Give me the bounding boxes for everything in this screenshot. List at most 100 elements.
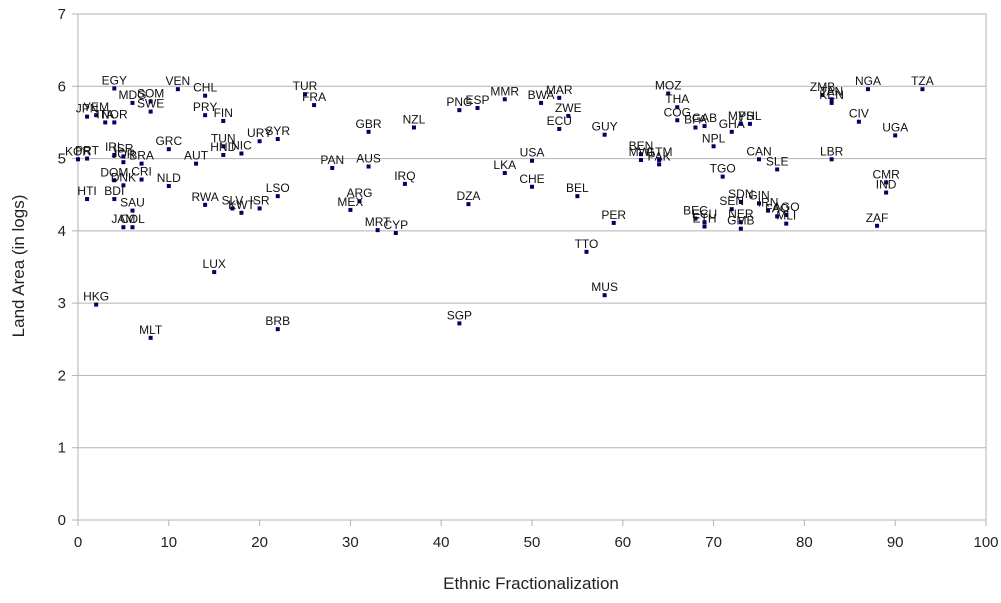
data-point xyxy=(711,144,716,149)
data-point xyxy=(539,100,544,105)
data-point xyxy=(411,125,416,130)
data-point-label: CRI xyxy=(131,165,152,179)
data-point xyxy=(884,180,889,185)
y-axis-title: Land Area (in logs) xyxy=(9,195,28,338)
data-point-label: GRC xyxy=(155,134,182,148)
data-point xyxy=(738,220,743,225)
data-point xyxy=(239,151,244,156)
data-point xyxy=(602,293,607,298)
data-point-label: TAN xyxy=(820,84,843,98)
data-point xyxy=(166,147,171,152)
data-point xyxy=(775,214,780,219)
data-point xyxy=(194,161,199,166)
data-point-label: ECU xyxy=(547,114,572,128)
data-point xyxy=(239,210,244,215)
data-point-label: ESP xyxy=(466,93,490,107)
data-point xyxy=(893,133,898,138)
x-tick-label: 0 xyxy=(74,534,82,551)
data-point xyxy=(112,197,117,202)
data-point-label: MMR xyxy=(490,84,519,98)
data-point-label: PHL xyxy=(738,109,762,123)
data-point-label: HND xyxy=(210,140,236,154)
data-point xyxy=(312,103,317,108)
data-point-label: CIV xyxy=(849,107,869,121)
data-point xyxy=(738,121,743,126)
data-point-label: ZMB xyxy=(810,80,835,94)
data-point xyxy=(212,270,217,275)
data-point-label: PRT xyxy=(75,144,99,158)
data-point xyxy=(657,162,662,167)
data-point xyxy=(121,154,126,159)
data-point-label: KOR xyxy=(65,144,91,158)
data-point xyxy=(702,224,707,229)
data-point-label: BEN xyxy=(629,139,654,153)
x-tick-label: 100 xyxy=(973,534,998,551)
data-point-label: HTI xyxy=(77,184,96,198)
data-point-label: BFA xyxy=(684,112,707,126)
data-point-label: FRA xyxy=(302,90,326,104)
data-point xyxy=(675,105,680,110)
data-point xyxy=(729,207,734,212)
data-point xyxy=(757,201,761,206)
data-point-label: LUX xyxy=(203,257,226,271)
data-point xyxy=(148,109,153,114)
data-point xyxy=(230,206,235,211)
data-point-label: BRA xyxy=(129,149,154,163)
data-point-label: URY xyxy=(247,126,272,140)
data-point-label: MUS xyxy=(591,280,618,294)
x-tick-label: 60 xyxy=(614,534,631,551)
data-point-label: FAO xyxy=(765,201,789,215)
data-point-label: AGO xyxy=(773,200,800,214)
data-point-label: CHL xyxy=(193,81,217,95)
data-point-label: MRT xyxy=(365,215,391,229)
data-point xyxy=(139,161,144,166)
x-tick-label: 70 xyxy=(705,534,722,551)
data-point-label: HKG xyxy=(83,290,109,304)
data-point-label: MLT xyxy=(139,323,163,337)
data-point-label: IRN xyxy=(758,196,779,210)
data-point-label: THA xyxy=(665,92,689,106)
data-point xyxy=(675,118,680,123)
data-point xyxy=(94,113,99,118)
data-point-label: BEL xyxy=(566,181,589,195)
data-point xyxy=(466,202,471,207)
data-point xyxy=(203,93,208,98)
data-point-label: GAB xyxy=(692,111,717,125)
data-point-label: IRL xyxy=(105,140,124,154)
data-point-label: CMR xyxy=(872,167,900,181)
data-point xyxy=(130,100,135,105)
data-point-label: PAK xyxy=(648,149,671,163)
data-point-label: ITA xyxy=(96,107,114,121)
data-point xyxy=(121,183,126,188)
data-point xyxy=(702,124,707,129)
data-point-label: GTM xyxy=(646,145,673,159)
data-point xyxy=(747,121,752,126)
data-point xyxy=(148,99,153,104)
data-point xyxy=(130,225,135,230)
x-axis-ticks: 0 10 20 30 40 50 60 70 80 90 100 xyxy=(74,520,999,551)
data-point xyxy=(638,158,643,163)
data-point-label: TTO xyxy=(575,237,599,251)
data-point-label: SAU xyxy=(120,196,145,210)
data-point-label: NOR xyxy=(101,107,128,121)
data-point xyxy=(275,137,280,142)
data-point xyxy=(502,97,507,102)
x-tick-label: 50 xyxy=(524,534,541,551)
data-point-label: TUN xyxy=(211,131,236,145)
data-point-label: CHE xyxy=(519,172,544,186)
data-point xyxy=(884,190,889,195)
data-point-label: SGP xyxy=(447,308,472,322)
data-point xyxy=(348,207,353,212)
data-point xyxy=(457,108,462,113)
data-point xyxy=(738,199,743,204)
y-tick-label: 1 xyxy=(58,440,66,457)
data-point-label: UGA xyxy=(882,120,908,134)
data-point xyxy=(393,231,398,236)
data-point xyxy=(920,87,925,92)
data-point-label: USA xyxy=(520,146,545,160)
y-tick-label: 6 xyxy=(58,78,66,95)
data-point xyxy=(257,139,262,144)
y-tick-label: 2 xyxy=(58,367,66,384)
data-point-label: MWI xyxy=(629,145,654,159)
